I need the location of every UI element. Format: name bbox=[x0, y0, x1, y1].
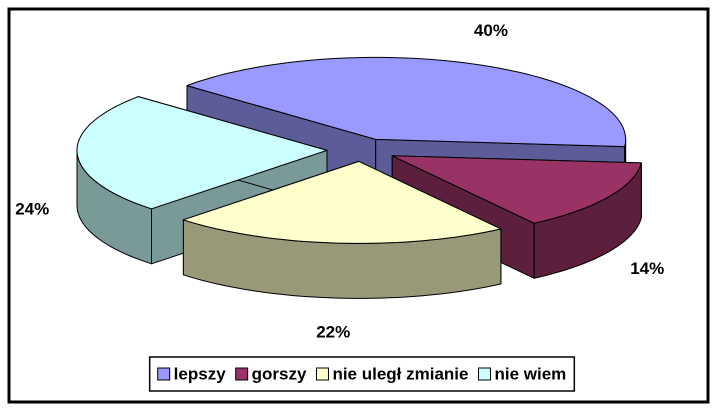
data-label: 40% bbox=[474, 21, 508, 40]
legend-label: nie wiem bbox=[495, 364, 567, 383]
legend-swatch bbox=[315, 367, 329, 381]
slice bbox=[76, 96, 328, 210]
legend-label: gorszy bbox=[252, 364, 307, 383]
legend-swatch bbox=[235, 367, 249, 381]
legend-swatch bbox=[157, 367, 171, 381]
legend-swatch bbox=[478, 367, 492, 381]
data-label: 22% bbox=[316, 322, 350, 341]
data-label: 24% bbox=[15, 199, 49, 218]
slice bbox=[186, 56, 627, 148]
legend-label: nie uległ zmianie bbox=[332, 364, 468, 383]
legend: lepszy gorszy nie uległ zmianie nie wiem bbox=[148, 356, 576, 392]
data-label: 14% bbox=[630, 259, 664, 278]
legend-label: lepszy bbox=[174, 364, 227, 383]
slice bbox=[391, 155, 642, 224]
slice bbox=[182, 160, 502, 244]
legend-box bbox=[148, 356, 576, 392]
